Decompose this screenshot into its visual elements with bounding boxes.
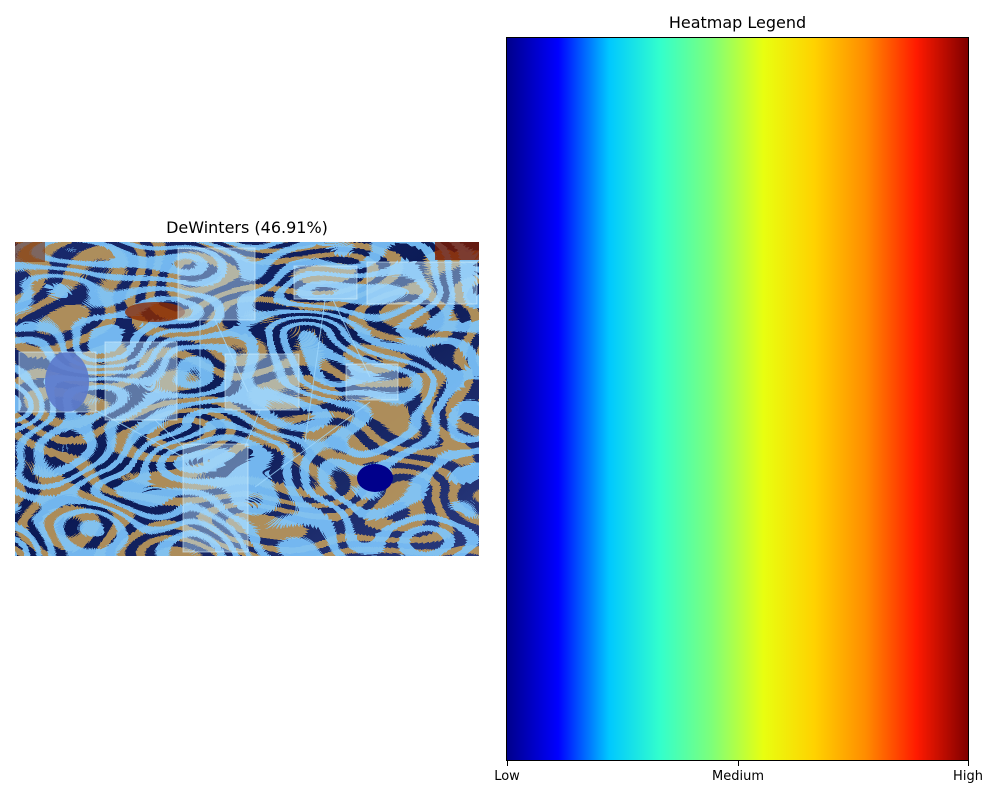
heatmap-title: DeWinters (46.91%) bbox=[166, 218, 328, 237]
heatmap-overlay-image bbox=[15, 242, 479, 556]
overlay-box bbox=[18, 351, 97, 413]
overlay-box bbox=[293, 265, 358, 300]
tick-label-low: Low bbox=[494, 769, 520, 784]
tick-mark-low bbox=[507, 761, 508, 766]
colormap-gradient-bar bbox=[506, 37, 969, 761]
tick-label-high: High bbox=[953, 769, 983, 784]
overlay-box bbox=[104, 341, 178, 421]
overlay-box bbox=[345, 363, 399, 401]
overlay-box bbox=[182, 443, 249, 553]
tick-label-medium: Medium bbox=[712, 769, 764, 784]
tick-mark-high bbox=[968, 761, 969, 766]
overlay-box bbox=[224, 353, 300, 411]
legend-title: Heatmap Legend bbox=[668, 13, 807, 32]
tick-mark-medium bbox=[738, 761, 739, 766]
overlay-box bbox=[366, 261, 478, 305]
overlay-box bbox=[177, 247, 256, 321]
heatmap-svg bbox=[15, 242, 479, 556]
